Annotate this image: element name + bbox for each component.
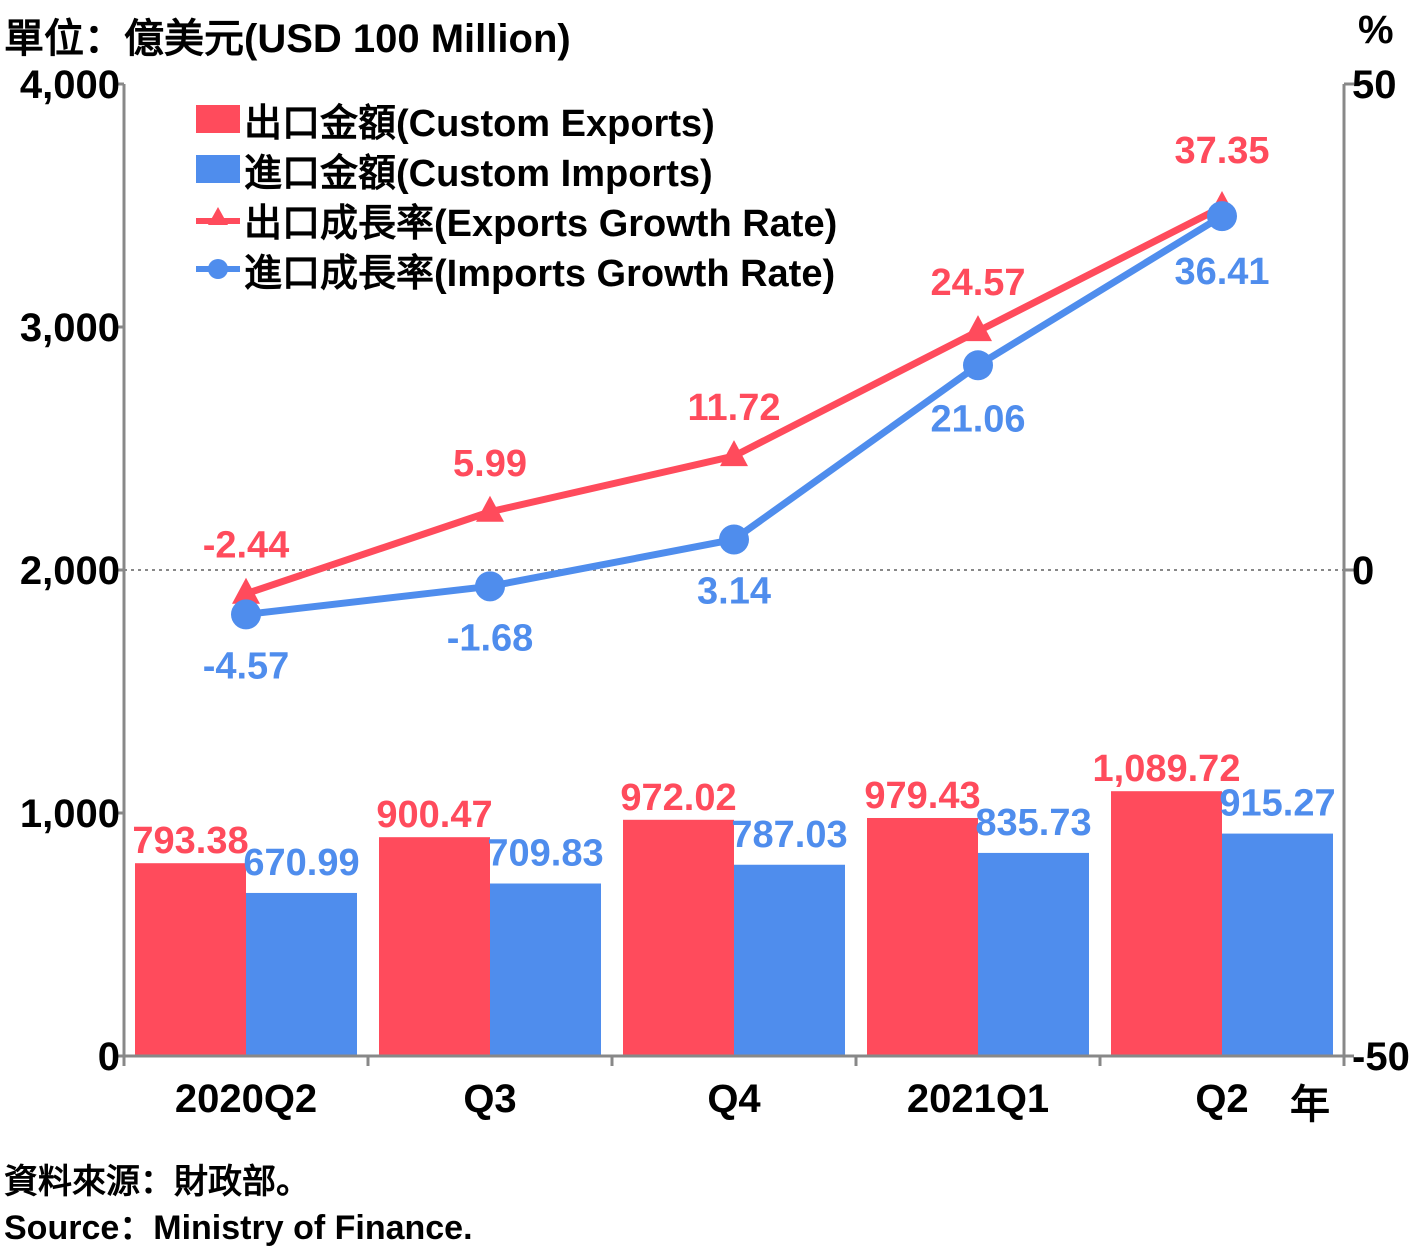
right-axis-unit: % (1358, 8, 1394, 52)
legend-item-exports-growth: 出口成長率(Exports Growth Rate) (196, 194, 838, 245)
imports-value-label-4: 915.27 (1219, 783, 1335, 825)
imports-growth-label-1: -1.68 (447, 617, 534, 659)
imports-bar-2 (734, 864, 845, 1056)
exports-bar-3 (867, 817, 978, 1056)
source-zh: 資料來源：財政部。 (4, 1163, 310, 1201)
left-tick-label-2: 2,000 (20, 549, 120, 593)
left-tick-label-4: 4,000 (20, 63, 120, 107)
exports-value-label-2: 972.02 (620, 777, 736, 819)
imports-bar-4 (1222, 833, 1333, 1056)
legend-label-imports: 進口金額(Custom Imports) (244, 152, 713, 195)
imports-bar-1 (490, 883, 601, 1056)
imports-growth-point-1 (475, 571, 505, 602)
imports-growth-label-3: 21.06 (930, 398, 1025, 440)
legend-key-imports-growth (196, 249, 240, 289)
exports-growth-point-0 (232, 577, 260, 604)
imports-growth-label-4: 36.41 (1174, 251, 1269, 293)
exports-growth-point-2 (720, 440, 748, 467)
imports-value-label-1: 709.83 (487, 833, 603, 875)
imports-value-label-0: 670.99 (243, 842, 359, 884)
x-tick-label-0: 2020Q2 (175, 1077, 317, 1121)
exports-value-label-1: 900.47 (376, 794, 492, 836)
exports-growth-point-3 (964, 315, 992, 342)
imports-growth-point-4 (1207, 201, 1237, 232)
exports-value-label-3: 979.43 (864, 775, 980, 817)
left-tick-label-3: 3,000 (20, 306, 120, 350)
circle-line-icon (196, 259, 240, 279)
exports-bar-0 (135, 863, 246, 1056)
exports-bar-1 (379, 837, 490, 1056)
x-tick-label-4: Q2 (1195, 1077, 1248, 1121)
exports-growth-label-0: -2.44 (203, 525, 290, 567)
exports-value-label-0: 793.38 (132, 820, 248, 862)
left-axis-unit: 單位：億美元(USD 100 Million) (4, 17, 571, 61)
imports-value-label-2: 787.03 (731, 814, 847, 856)
imports-growth-point-3 (963, 350, 993, 381)
x-tick-label-2: Q4 (707, 1077, 761, 1121)
data-labels-layer: 793.38 900.47 972.02 979.43 1,089.72 670.99 70… (132, 130, 1335, 884)
legend: 出口金額(Custom Exports) 進口金額(Custom Imports… (196, 94, 838, 295)
exports-value-label-4: 1,089.72 (1093, 748, 1241, 790)
legend-item-imports: 進口金額(Custom Imports) (196, 144, 837, 195)
legend-key-exports (196, 99, 240, 139)
exports-growth-label-2: 11.72 (688, 387, 781, 429)
left-tick-label-1: 1,000 (20, 792, 120, 836)
legend-label-imports-growth: 進口成長率(Imports Growth Rate) (244, 252, 836, 295)
exports-bar-4 (1111, 791, 1222, 1056)
right-tick-label-0: -50 (1352, 1035, 1410, 1079)
imports-bar-3 (978, 852, 1089, 1056)
x-tick-label-1: Q3 (463, 1077, 516, 1121)
axes-layer: 0 1,000 2,000 3,000 4,000 -50 0 50 2020Q2 Q3 Q4 202… (20, 63, 1410, 1121)
x-axis-unit: 年 (1290, 1083, 1330, 1127)
imports-growth-point-2 (719, 524, 749, 555)
legend-item-imports-growth: 進口成長率(Imports Growth Rate) (196, 244, 837, 295)
legend-key-exports-growth (196, 199, 240, 239)
imports-growth-point-0 (231, 599, 261, 630)
source-en: Source：Ministry of Finance. (4, 1209, 473, 1247)
legend-item-exports: 出口金額(Custom Exports) (196, 94, 837, 145)
triangle-line-icon (196, 207, 240, 225)
legend-key-imports (196, 149, 240, 189)
exports-bar-2 (623, 819, 734, 1056)
exports-growth-point-1 (476, 495, 504, 522)
legend-label-exports-growth: 出口成長率(Exports Growth Rate) (244, 202, 838, 245)
right-tick-label-2: 50 (1352, 63, 1397, 107)
bars-layer (135, 791, 1333, 1056)
right-tick-label-1: 0 (1352, 549, 1374, 593)
left-tick-label-0: 0 (98, 1035, 120, 1079)
exports-growth-label-4: 37.35 (1174, 130, 1269, 172)
imports-bar-0 (246, 892, 357, 1056)
legend-label-exports: 出口金額(Custom Exports) (244, 102, 715, 145)
imports-growth-label-2: 3.14 (697, 570, 771, 612)
exports-growth-label-3: 24.57 (930, 262, 1025, 304)
imports-growth-label-0: -4.57 (203, 645, 290, 687)
lines-layer (231, 190, 1237, 630)
x-tick-label-3: 2021Q1 (907, 1077, 1049, 1121)
exports-growth-label-1: 5.99 (453, 443, 527, 485)
imports-value-label-3: 835.73 (975, 802, 1091, 844)
